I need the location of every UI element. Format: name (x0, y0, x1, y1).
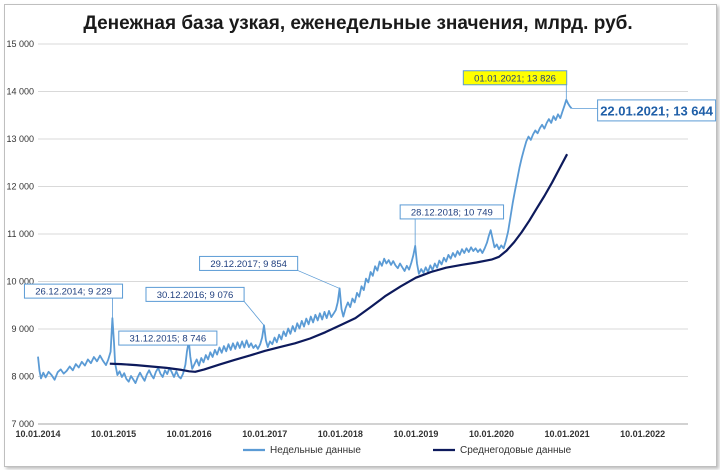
x-tick-label: 10.01.2014 (15, 429, 60, 439)
legend-label: Недельные данные (270, 445, 361, 456)
x-axis-ticks: 10.01.2014 10.01.2015 10.01.2016 10.01.2017… (15, 429, 665, 439)
chart-grid (38, 43, 688, 425)
x-tick-label: 10.01.2015 (91, 429, 136, 439)
annotation-box (118, 330, 218, 346)
annotation-box (399, 204, 505, 220)
x-tick-label: 10.01.2019 (393, 429, 438, 439)
x-tick-label: 10.01.2016 (167, 429, 212, 439)
annotation-label: 01.01.2021; 13 826 (474, 73, 556, 84)
y-tick-label: 10 000 (6, 277, 34, 287)
y-tick-label: 14 000 (6, 87, 34, 97)
y-tick-label: 12 000 (6, 182, 34, 192)
x-tick-label: 10.01.2022 (620, 429, 665, 439)
x-tick-label: 10.01.2017 (242, 429, 287, 439)
y-axis-ticks: 7 000 8 000 9 000 10 000 11 000 12 000 13 000 1… (6, 39, 34, 429)
annotation-label: 30.12.2016; 9 076 (157, 290, 234, 301)
y-tick-label: 7 000 (11, 419, 34, 429)
legend-label: Среднегодовые данные (460, 445, 572, 456)
annotation-label: 29.12.2017; 9 854 (210, 259, 287, 270)
x-tick-label: 10.01.2018 (318, 429, 363, 439)
y-tick-label: 9 000 (11, 324, 34, 334)
annotation-label: 26.12.2014; 9 229 (35, 287, 112, 298)
y-tick-label: 11 000 (7, 229, 34, 239)
annotation-callout: 22.01.2021; 13 644 (571, 99, 717, 122)
y-tick-label: 8 000 (11, 372, 34, 382)
annotation-box (597, 99, 717, 122)
legend-item: Среднегодовые данные (433, 445, 572, 456)
annotation-label: 28.12.2018; 10 749 (411, 207, 493, 218)
x-tick-label: 10.01.2021 (545, 429, 590, 439)
x-tick-label: 10.01.2020 (469, 429, 514, 439)
series-line-annual (109, 153, 569, 373)
annotation-leader (297, 270, 340, 289)
annotation-box (462, 70, 568, 86)
chart-annotations: 26.12.2014; 9 229 31.12.2015; 8 746 30.12.… (23, 70, 717, 346)
chart-legend: Недельные данные Среднегодовые данные (243, 445, 572, 456)
chart-frame (4, 4, 717, 467)
series-line-weekly (37, 98, 573, 384)
annotation-box (145, 286, 245, 302)
annotation-box (23, 283, 124, 299)
annotation-callout: 26.12.2014; 9 229 (23, 283, 124, 319)
legend-item: Недельные данные (243, 445, 361, 456)
y-tick-label: 13 000 (6, 134, 34, 144)
annotation-callout: 31.12.2015; 8 746 (118, 330, 218, 346)
annotation-callout: 30.12.2016; 9 076 (145, 286, 265, 326)
annotation-callout: 01.01.2021; 13 826 (462, 70, 568, 100)
annotation-label: 31.12.2015; 8 746 (130, 334, 207, 345)
annotation-box (199, 255, 299, 271)
chart-title: Денежная база узкая, еженедельные значен… (83, 13, 632, 34)
y-tick-label: 15 000 (6, 39, 34, 49)
chart-series (37, 98, 573, 384)
annotation-callout: 28.12.2018; 10 749 (399, 204, 505, 246)
annotation-label: 22.01.2021; 13 644 (600, 103, 714, 118)
annotation-leader (243, 301, 265, 326)
annotation-callout: 29.12.2017; 9 854 (199, 255, 340, 289)
